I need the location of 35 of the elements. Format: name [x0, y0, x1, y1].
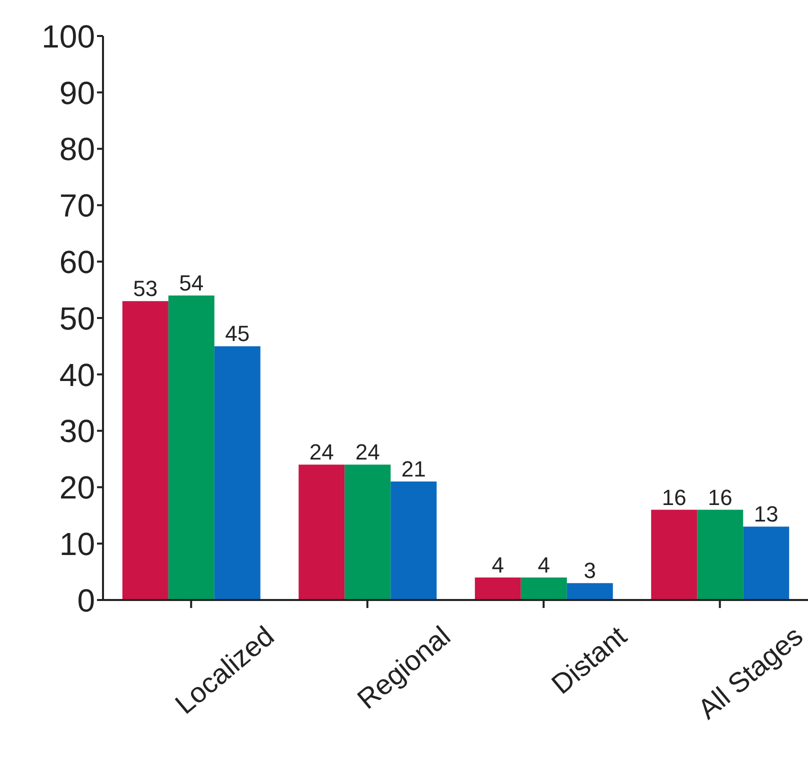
data-label: 24: [355, 440, 380, 465]
data-label: 16: [708, 484, 732, 510]
y-tick-label: 70: [59, 188, 95, 224]
bar: [214, 346, 260, 600]
bar: [298, 464, 345, 600]
data-label: 16: [662, 484, 686, 510]
y-tick-label: 90: [59, 74, 95, 111]
data-label: 13: [754, 502, 778, 527]
bar: [520, 577, 567, 600]
y-tick-label: 30: [59, 413, 95, 450]
bar: [743, 526, 790, 600]
y-tick-label: 60: [59, 244, 95, 280]
bar: [474, 577, 521, 600]
data-label: 4: [492, 552, 504, 578]
y-tick-label: 100: [42, 18, 95, 54]
y-tick-label: 20: [59, 470, 95, 506]
data-label: 4: [538, 552, 550, 578]
data-label: 21: [401, 456, 426, 482]
data-label: 45: [225, 321, 250, 346]
y-tick-label: 0: [77, 582, 95, 618]
data-label: 3: [584, 558, 596, 584]
y-tick-label: 80: [59, 131, 95, 168]
y-tick-label: 40: [59, 356, 95, 393]
bar: [390, 482, 437, 600]
bar: [697, 510, 744, 600]
bar: [122, 301, 168, 600]
bar: [344, 464, 391, 600]
y-tick-label: 10: [59, 526, 95, 562]
bar: [168, 295, 214, 600]
bar: [651, 510, 698, 600]
bar: [566, 583, 613, 600]
data-label: 24: [309, 440, 334, 465]
y-tick-label: 50: [59, 300, 95, 336]
data-label: 54: [179, 270, 204, 296]
data-label: 53: [133, 276, 158, 302]
